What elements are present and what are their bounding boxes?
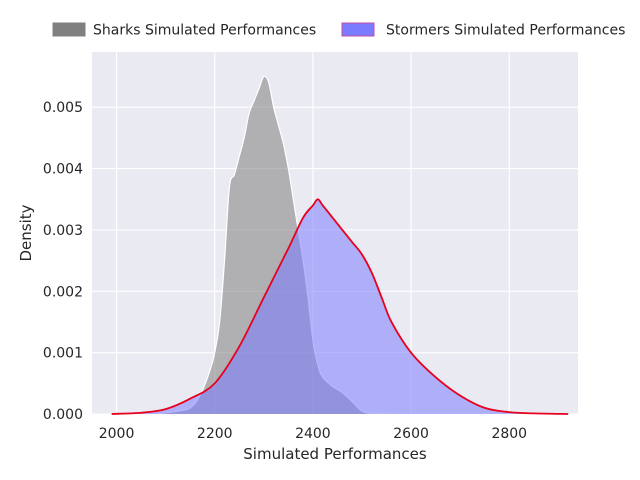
legend-label-sharks: Sharks Simulated Performances [93,23,316,39]
x-tick-label: 2400 [295,426,331,442]
x-tick-label: 2200 [197,426,233,442]
y-tick-label: 0.000 [43,407,83,423]
x-axis-label: Simulated Performances [243,445,427,463]
series-area-1 [111,199,569,414]
y-tick-label: 0.002 [43,284,83,300]
y-axis-ticks: 0.000 0.001 0.002 0.003 0.004 0.005 [43,100,83,423]
y-tick-label: 0.003 [43,223,83,239]
series-areas [111,75,569,415]
y-tick-label: 0.005 [43,100,83,116]
y-tick-label: 0.001 [43,346,83,362]
series-area-0 [155,76,392,414]
x-tick-label: 2000 [99,426,135,442]
series-line-1 [111,198,569,415]
legend: Sharks Simulated Performances Stormers S… [52,22,625,39]
legend-swatch-sharks [52,22,86,37]
y-axis-label: Density [17,204,35,261]
y-tick-label: 0.004 [43,162,83,178]
x-tick-label: 2800 [491,426,527,442]
x-axis-ticks: 2000 2200 2400 2600 2800 [99,426,527,442]
legend-label-stormers: Stormers Simulated Performances [386,23,625,39]
x-tick-label: 2600 [393,426,429,442]
legend-swatch-stormers [341,22,375,37]
